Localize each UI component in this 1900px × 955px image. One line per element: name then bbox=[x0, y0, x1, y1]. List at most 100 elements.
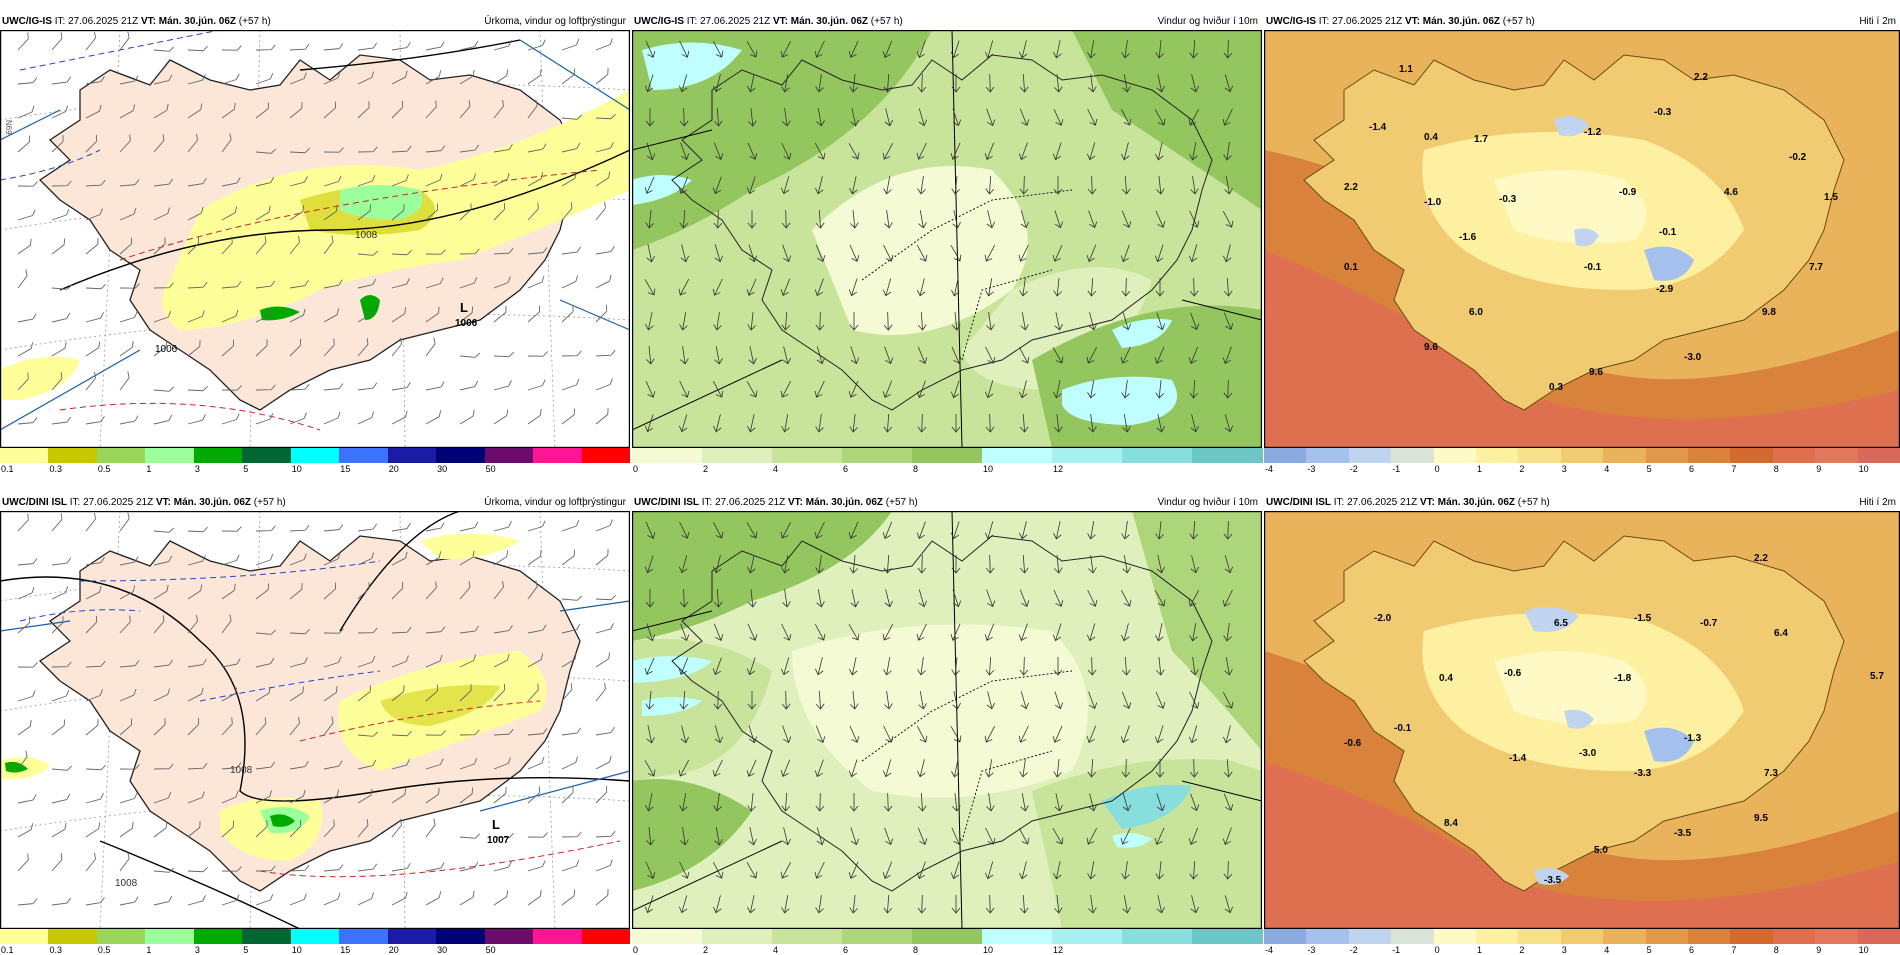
wind-arrow bbox=[713, 74, 722, 93]
wind-arrow bbox=[984, 623, 995, 642]
wind-barb bbox=[221, 820, 234, 838]
wind-arrow bbox=[848, 759, 858, 778]
wind-arrow bbox=[952, 691, 961, 710]
wind-arrow bbox=[986, 691, 995, 710]
colorbar-swatch bbox=[772, 929, 843, 944]
wind-barb bbox=[561, 68, 576, 85]
wind-barb bbox=[357, 278, 377, 289]
wind-arrow bbox=[781, 690, 791, 710]
wind-arrow bbox=[985, 413, 995, 433]
wind-barb bbox=[493, 306, 507, 323]
colorbar-swatch bbox=[1688, 448, 1731, 463]
wind-arrow bbox=[713, 414, 722, 433]
wind-arrow bbox=[1190, 74, 1199, 93]
wind-arrow bbox=[1154, 346, 1165, 364]
wind-arrow bbox=[985, 346, 996, 364]
wind-barb bbox=[561, 350, 582, 357]
wind-arrow bbox=[848, 521, 859, 539]
wind-barb bbox=[595, 113, 616, 120]
wind-barb bbox=[119, 764, 140, 770]
wind-barb bbox=[493, 728, 514, 736]
wind-arrow bbox=[1053, 176, 1063, 195]
valid-time: VT: Mán. 30.jún. 06Z bbox=[772, 16, 868, 27]
colorbar-label: 30 bbox=[437, 464, 448, 474]
wind-barbs bbox=[17, 512, 616, 906]
wind-arrow bbox=[644, 555, 654, 574]
panel-header: UWC/DINI ISL IT: 27.06.2025 21Z VT: Mán.… bbox=[0, 495, 630, 511]
wind-arrow bbox=[1122, 312, 1132, 331]
wind-barb bbox=[323, 147, 344, 153]
wind-arrow bbox=[951, 895, 961, 914]
wind-barb bbox=[221, 762, 242, 770]
wind-barb bbox=[85, 312, 104, 323]
wind-arrow bbox=[815, 690, 825, 710]
wind-barb bbox=[459, 654, 477, 668]
wind-arrow bbox=[916, 521, 926, 540]
wind-arrow bbox=[1019, 759, 1028, 778]
wind-barb bbox=[221, 554, 240, 566]
temperature-value: -0.9 bbox=[1619, 187, 1637, 198]
wind-arrow bbox=[1088, 74, 1097, 93]
wind-colorbar: 0 2 4 6 8 10 12 bbox=[632, 929, 1263, 955]
colorbar-label: 5 bbox=[243, 464, 249, 474]
wind-barb bbox=[17, 105, 35, 119]
wind-arrow bbox=[850, 827, 860, 846]
wind-arrow bbox=[1223, 379, 1233, 399]
colorbar-label: 2 bbox=[703, 464, 709, 474]
wind-barb bbox=[323, 628, 344, 634]
wind-arrow bbox=[951, 74, 961, 93]
wind-barb bbox=[255, 820, 268, 838]
colorbar-swatch bbox=[1264, 448, 1307, 463]
colorbar-swatch bbox=[1433, 448, 1477, 463]
wind-barb bbox=[391, 730, 412, 737]
wind-arrow bbox=[746, 41, 758, 58]
wind-arrow bbox=[782, 725, 792, 744]
wind-arrow bbox=[815, 311, 825, 331]
wind-arrow bbox=[848, 40, 859, 58]
wind-arrow bbox=[985, 827, 996, 845]
wind-arrow bbox=[951, 555, 961, 574]
wind-arrow bbox=[644, 74, 654, 93]
wind-barb bbox=[425, 173, 443, 187]
colorbar-label: 8 bbox=[913, 464, 919, 474]
wind-barb bbox=[357, 250, 379, 256]
wind-barb bbox=[85, 689, 103, 702]
wind-arrow bbox=[816, 589, 825, 608]
issue-time: IT: 27.06.2025 21Z bbox=[69, 497, 154, 508]
colorbar-swatch bbox=[1815, 448, 1859, 463]
wind-barb bbox=[527, 860, 546, 872]
wind-barb bbox=[51, 616, 64, 634]
wind-barb bbox=[51, 105, 69, 119]
wind-arrow bbox=[1189, 210, 1200, 228]
colorbar-swatch bbox=[48, 929, 98, 944]
wind-barb bbox=[221, 206, 238, 221]
wind-arrow bbox=[712, 380, 724, 398]
colorbar-label: 10 bbox=[1858, 464, 1869, 474]
wind-arrow bbox=[1120, 827, 1131, 845]
wind-barb bbox=[221, 526, 242, 532]
low-marker: L bbox=[460, 300, 468, 315]
wind-barb bbox=[527, 143, 547, 153]
colorbar-swatch bbox=[1348, 448, 1392, 463]
issue-time: IT: 27.06.2025 21Z bbox=[701, 497, 786, 508]
wind-arrow bbox=[713, 588, 723, 608]
region-borders bbox=[861, 189, 1073, 361]
wind-arrow bbox=[1223, 520, 1233, 540]
wind-arrow bbox=[1156, 657, 1165, 676]
wind-barb bbox=[459, 833, 481, 839]
wind-barb bbox=[527, 202, 539, 221]
colorbar-swatch bbox=[842, 929, 913, 944]
wind-arrow bbox=[645, 589, 655, 608]
wind-barb bbox=[527, 408, 542, 425]
wind-barb bbox=[493, 143, 513, 153]
wind-arrow bbox=[644, 657, 655, 675]
wind-arrow bbox=[1223, 860, 1233, 880]
wind-arrow bbox=[746, 176, 756, 195]
panel-title: Vindur og hviður í 10m bbox=[1157, 16, 1258, 27]
wind-barb bbox=[85, 556, 105, 566]
wind-arrow bbox=[646, 623, 656, 642]
wind-barb bbox=[357, 307, 373, 323]
wind-arrow bbox=[950, 380, 960, 399]
colorbar-label: 3 bbox=[194, 464, 200, 474]
wind-barb bbox=[289, 893, 307, 906]
